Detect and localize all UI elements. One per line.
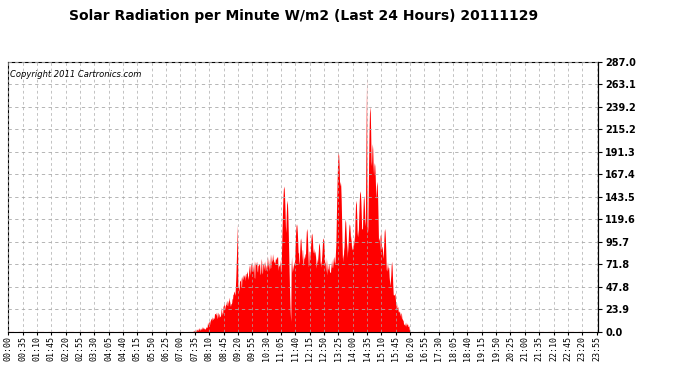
Text: Copyright 2011 Cartronics.com: Copyright 2011 Cartronics.com	[10, 70, 141, 79]
Text: Solar Radiation per Minute W/m2 (Last 24 Hours) 20111129: Solar Radiation per Minute W/m2 (Last 24…	[69, 9, 538, 23]
